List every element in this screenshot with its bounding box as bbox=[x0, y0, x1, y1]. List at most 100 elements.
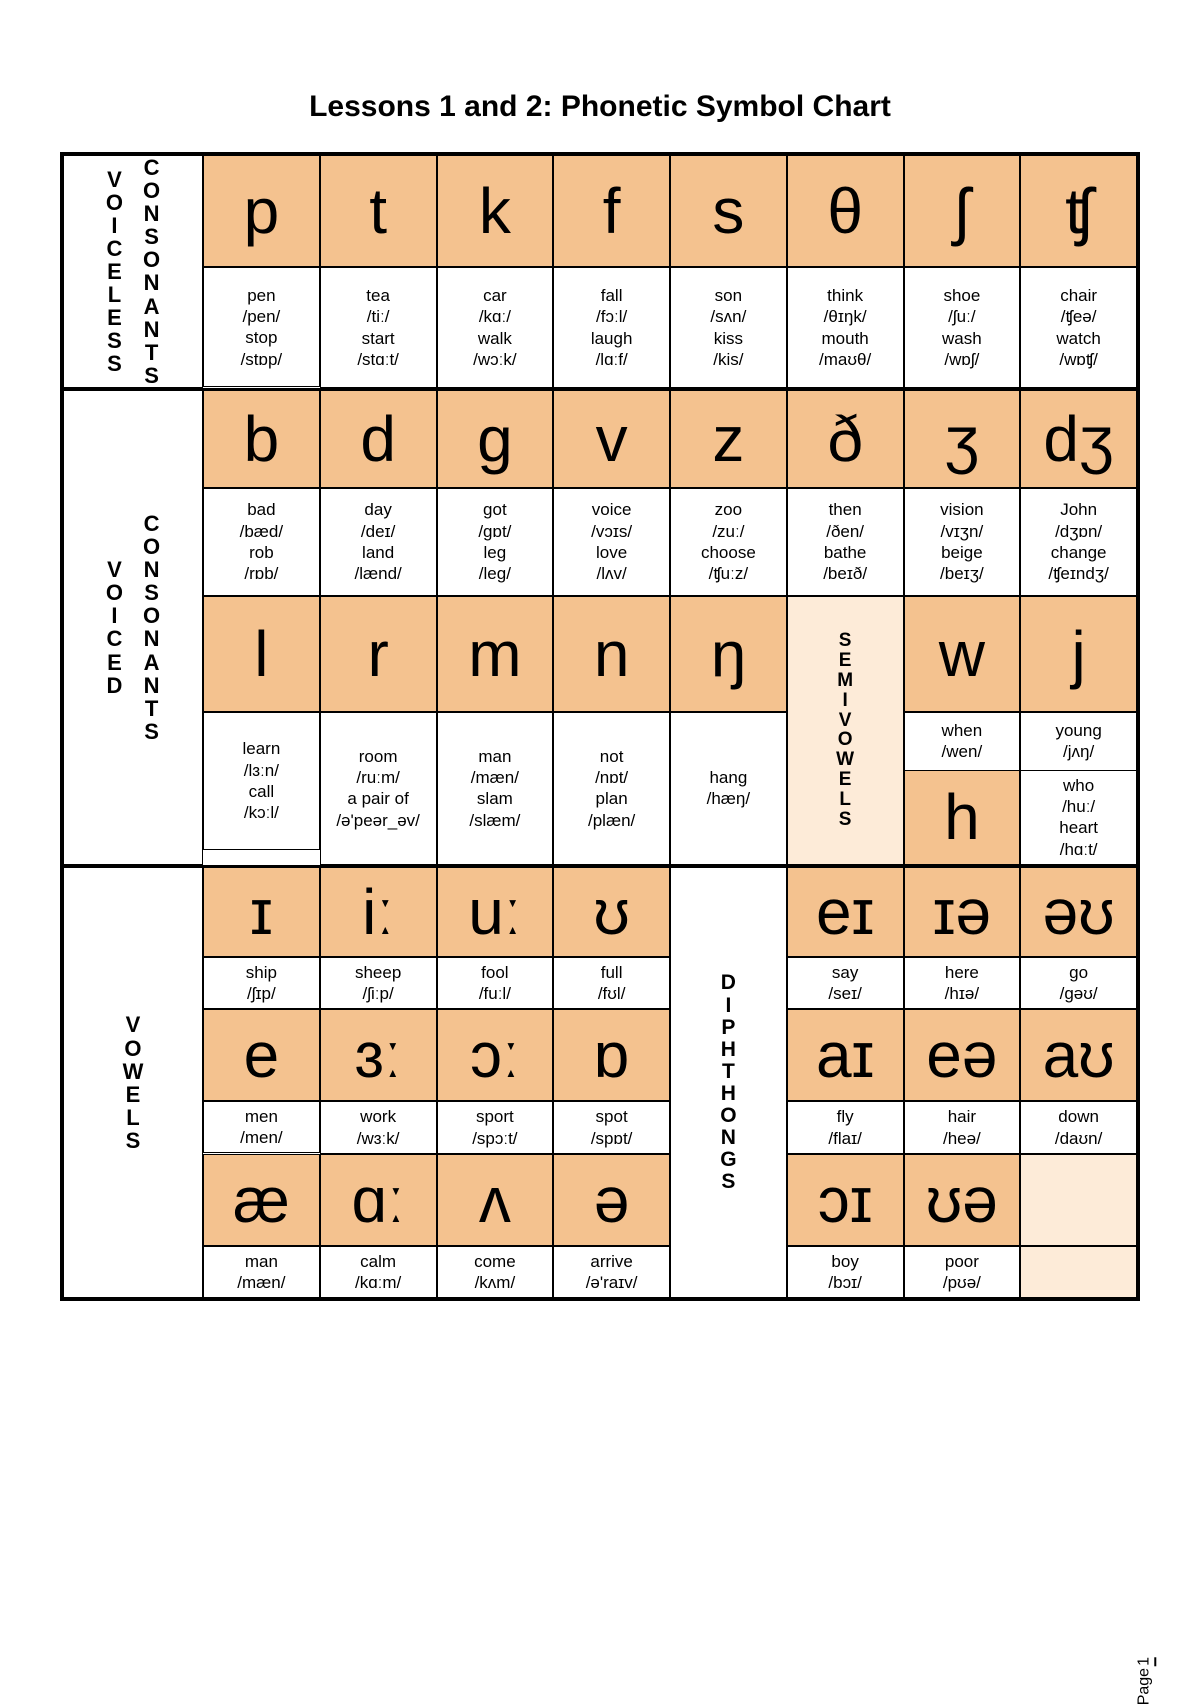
sym-h: h bbox=[905, 771, 1020, 864]
label-diphthongs-text: DIPHTHONGS bbox=[720, 972, 736, 1192]
ex-uh: full/fʊl/ bbox=[553, 957, 670, 1010]
ex-dh: then/ðen/bathe/beɪð/ bbox=[787, 488, 904, 596]
ex-er: work/wɜːk/ bbox=[320, 1101, 437, 1154]
label-voiceless-right: CONSONANTS bbox=[143, 156, 160, 387]
ex-zh: vision/vɪʒn/beige/beɪʒ/ bbox=[904, 488, 1021, 596]
ex-h: who/huː/heart/hɑːt/ bbox=[1021, 771, 1136, 864]
sym-au: aʊ bbox=[1020, 1009, 1137, 1101]
ex-k: car/kɑː/walk/wɔːk/ bbox=[437, 267, 554, 387]
page-number: Page1 bbox=[1135, 1657, 1156, 1705]
label-vowels-text: VOWELS bbox=[123, 1013, 144, 1152]
ex-ih: ship/ʃɪp/ bbox=[203, 957, 320, 1009]
label-voiceless-left: VOICELESS bbox=[106, 168, 123, 376]
ex-ng: hang/hæŋ/ bbox=[670, 712, 787, 865]
ex-empty bbox=[1020, 1246, 1137, 1299]
sym-ch: ʧ bbox=[1020, 155, 1137, 267]
sym-schwa: ə bbox=[553, 1154, 670, 1246]
ex-oi: boy/bɔɪ/ bbox=[787, 1246, 904, 1299]
sym-k: k bbox=[437, 155, 554, 267]
ex-ou: go/gəʊ/ bbox=[1020, 957, 1137, 1010]
ex-uu: fool/fuːl/ bbox=[437, 957, 554, 1010]
sym-ua: ʊə bbox=[904, 1154, 1021, 1246]
chart-grid: VOICELESS CONSONANTS p t k f s θ ʃ ʧ pen… bbox=[60, 152, 1140, 1301]
ex-ae: man/mæn/ bbox=[203, 1246, 320, 1298]
ex-o: spot/spɒt/ bbox=[553, 1101, 670, 1154]
ex-g: got/gɒt/leg/leg/ bbox=[437, 488, 554, 596]
label-voiceless: VOICELESS CONSONANTS bbox=[63, 155, 203, 388]
wj-col-w-h: when/wen/ h bbox=[904, 712, 1021, 865]
sym-l: l bbox=[203, 596, 320, 712]
sym-th: θ bbox=[787, 155, 904, 267]
sym-sh: ʃ bbox=[904, 155, 1021, 267]
sym-t: t bbox=[320, 155, 437, 267]
sym-p: p bbox=[203, 155, 320, 267]
sym-r: r bbox=[320, 596, 437, 712]
sym-s: s bbox=[670, 155, 787, 267]
ex-oo: sport/spɔːt/ bbox=[437, 1101, 554, 1154]
sym-oi: ɔɪ bbox=[787, 1154, 904, 1246]
sym-uh: ʊ bbox=[553, 865, 670, 957]
ex-j: young/jʌŋ/ bbox=[1021, 713, 1136, 771]
sym-uu: uː bbox=[437, 865, 554, 957]
sym-f: f bbox=[553, 155, 670, 267]
label-voiced-left: VOICED bbox=[106, 558, 123, 697]
page: Lessons 1 and 2: Phonetic Symbol Chart V… bbox=[0, 0, 1200, 1697]
ex-ch: chair/ʧeə/watch/wɒʧ/ bbox=[1020, 267, 1137, 387]
sym-z: z bbox=[670, 388, 787, 488]
sym-d: d bbox=[320, 388, 437, 488]
sym-v: v bbox=[553, 388, 670, 488]
ex-r: room/ruːm/a pair of/ə'peər_əv/ bbox=[320, 712, 437, 865]
sym-ei: eɪ bbox=[787, 865, 904, 957]
sym-oo: ɔː bbox=[437, 1009, 554, 1101]
ex-ea: hair/heə/ bbox=[904, 1101, 1021, 1154]
ex-sh: shoe/ʃuː/wash/wɒʃ/ bbox=[904, 267, 1021, 387]
ex-aa: calm/kɑːm/ bbox=[320, 1246, 437, 1299]
sym-j: j bbox=[1020, 596, 1137, 712]
sym-n: n bbox=[553, 596, 670, 712]
ex-f: fall/fɔːl/laugh/lɑːf/ bbox=[553, 267, 670, 387]
ex-ei: say/seɪ/ bbox=[787, 957, 904, 1010]
ex-s: son/sʌn/kiss/kis/ bbox=[670, 267, 787, 387]
ex-p: pen/pen/stop/stɒp/ bbox=[203, 267, 320, 387]
sym-ou: əʊ bbox=[1020, 865, 1137, 957]
page-title: Lessons 1 and 2: Phonetic Symbol Chart bbox=[60, 90, 1140, 124]
ex-d: day/deɪ/land/lænd/ bbox=[320, 488, 437, 596]
sym-aa: ɑː bbox=[320, 1154, 437, 1246]
ex-l: learn/lɜːn/call/kɔːl/ bbox=[203, 712, 320, 850]
sym-ae: æ bbox=[203, 1154, 320, 1246]
label-semivowels: SEMIVOWELS bbox=[787, 596, 904, 865]
sym-ng: ŋ bbox=[670, 596, 787, 712]
sym-dzh: dʒ bbox=[1020, 388, 1137, 488]
sym-ih: ɪ bbox=[203, 865, 320, 957]
sym-m: m bbox=[437, 596, 554, 712]
sym-b: b bbox=[203, 388, 320, 488]
label-vowels: VOWELS bbox=[63, 865, 203, 1299]
sym-ii: iː bbox=[320, 865, 437, 957]
ex-n: not/nɒt/plan/plæn/ bbox=[553, 712, 670, 865]
ex-m: man/mæn/slam/slæm/ bbox=[437, 712, 554, 865]
label-semivowels-text: SEMIVOWELS bbox=[836, 631, 854, 830]
wj-col-j-hx: young/jʌŋ/ who/huː/heart/hɑːt/ bbox=[1020, 712, 1137, 865]
sym-uhh: ʌ bbox=[437, 1154, 554, 1246]
sym-ia: ɪə bbox=[904, 865, 1021, 957]
ex-t: tea/tiː/start/stɑːt/ bbox=[320, 267, 437, 387]
ex-schwa: arrive/ə'raɪv/ bbox=[553, 1246, 670, 1299]
ex-dzh: John/dʒɒn/change/ʧeɪndʒ/ bbox=[1020, 488, 1137, 596]
ex-b: bad/bæd/rob/rɒb/ bbox=[203, 488, 320, 596]
sym-e: e bbox=[203, 1009, 320, 1101]
sym-ai: aɪ bbox=[787, 1009, 904, 1101]
label-voiced-right: CONSONANTS bbox=[143, 512, 160, 743]
ex-ua: poor/pʊə/ bbox=[904, 1246, 1021, 1299]
ex-v: voice/vɔɪs/love/lʌv/ bbox=[553, 488, 670, 596]
sym-dh: ð bbox=[787, 388, 904, 488]
label-diphthongs: DIPHTHONGS bbox=[670, 865, 787, 1299]
sym-empty bbox=[1020, 1154, 1137, 1246]
ex-ii: sheep/ʃiːp/ bbox=[320, 957, 437, 1010]
ex-w: when/wen/ bbox=[905, 713, 1020, 771]
ex-th: think/θɪŋk/mouth/maʊθ/ bbox=[787, 267, 904, 387]
ex-au: down/daʊn/ bbox=[1020, 1101, 1137, 1154]
sym-zh: ʒ bbox=[904, 388, 1021, 488]
ex-z: zoo/zuː/choose/ʧuːz/ bbox=[670, 488, 787, 596]
sym-er: ɜː bbox=[320, 1009, 437, 1101]
ex-ia: here/hɪə/ bbox=[904, 957, 1021, 1010]
